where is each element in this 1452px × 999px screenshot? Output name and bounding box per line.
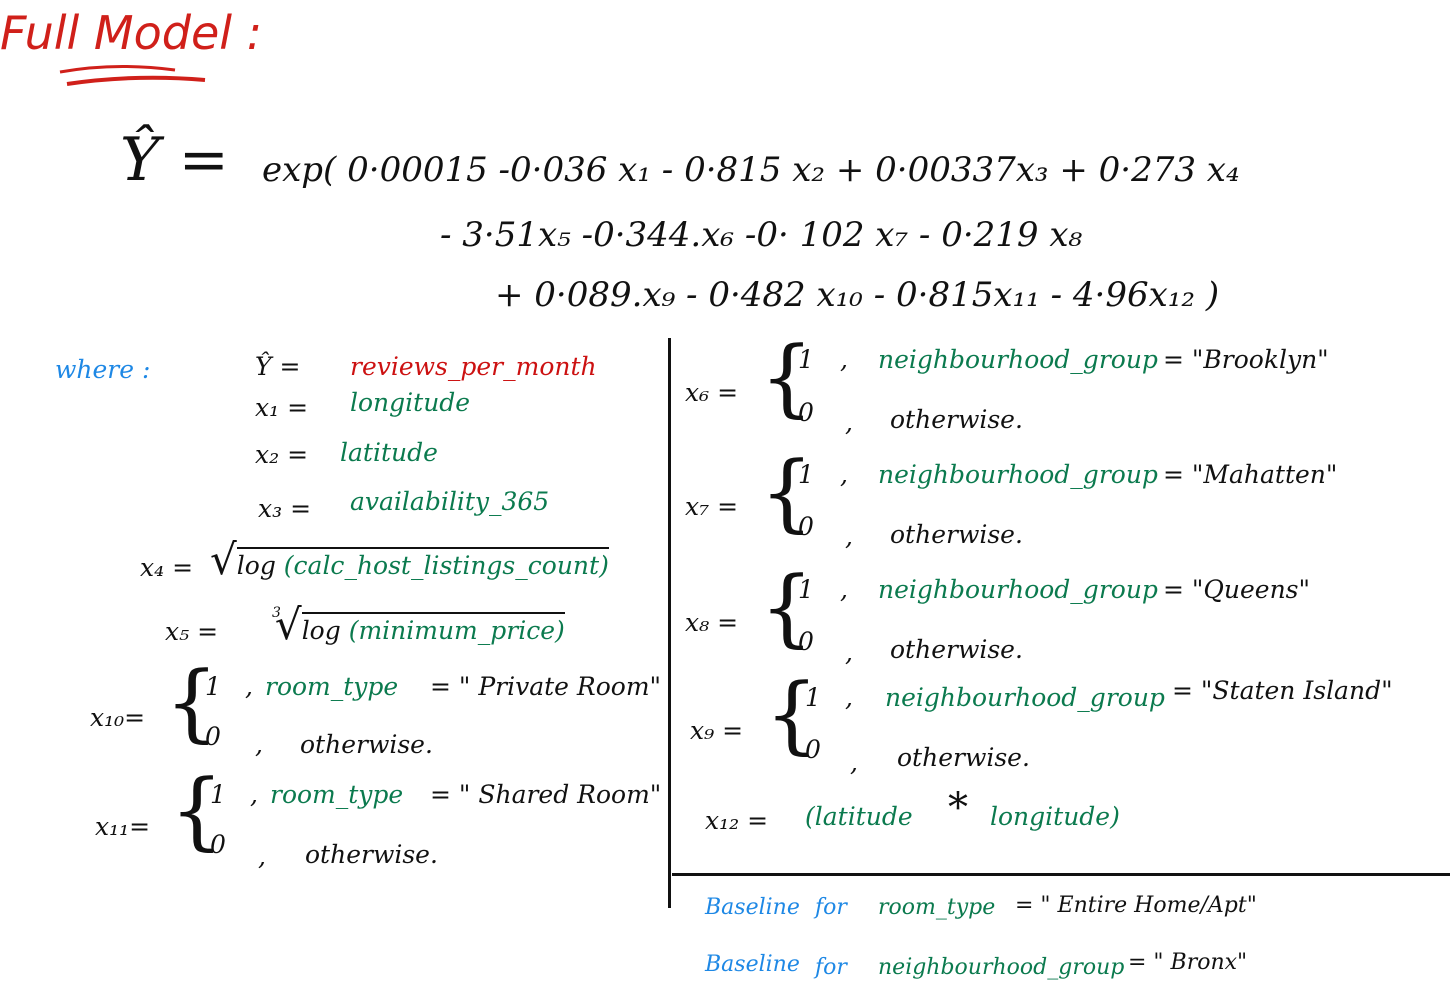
equation-line-2: - 3·51x₅ -0·344.x₆ -0· 102 x₇ - 0·219 x₈ [440, 215, 1083, 255]
baseline-1-label: Baseline [705, 895, 800, 920]
brace-icon: { [165, 653, 219, 751]
case-x8-val: = "Queens" [1163, 575, 1311, 604]
def-x4-fn: log [236, 551, 276, 580]
case-x10-otherwise: otherwise. [300, 730, 433, 759]
baseline-1-for: for [815, 895, 847, 920]
baseline-2-var: neighbourhood_group [878, 955, 1125, 980]
case-x6-one: 1 [798, 345, 814, 374]
case-x9-val: = "Staten Island" [1172, 676, 1393, 705]
case-x11-val: = " Shared Room" [430, 780, 662, 809]
def-x3-lhs: x₃ = [258, 494, 312, 523]
equation-lhs: Ŷ = [120, 125, 229, 195]
equation-line-1: exp( 0·00015 -0·036 x₁ - 0·815 x₂ + 0·00… [262, 150, 1240, 190]
def-x5-arg: (minimum_price) [348, 616, 565, 645]
baseline-2-label: Baseline [705, 952, 800, 977]
case-x8-var: neighbourhood_group [878, 575, 1158, 604]
case-x9-zero: 0 [805, 735, 821, 764]
brace-icon: { [760, 328, 814, 426]
brace-icon: { [170, 761, 224, 859]
case-x8-one: 1 [798, 575, 814, 604]
case-x6-otherwise: otherwise. [890, 405, 1023, 434]
def-x5-fn: log [301, 616, 341, 645]
def-x4-arg: (calc_host_listings_count) [283, 551, 609, 580]
def-x3-rhs: availability_365 [350, 487, 550, 516]
case-x7-var: neighbourhood_group [878, 460, 1158, 489]
case-x11-var: room_type [270, 780, 404, 809]
case-x7-val: = "Mahatten" [1163, 460, 1338, 489]
case-x11-otherwise: otherwise. [305, 840, 438, 869]
brace-icon: { [760, 443, 814, 541]
case-x8-lhs: x₈ = [685, 608, 739, 637]
equation-line-3: + 0·089.x₉ - 0·482 x₁₀ - 0·815x₁₁ - 4·96… [495, 275, 1220, 315]
def-x2-rhs: latitude [340, 438, 438, 467]
baseline-1-var: room_type [878, 895, 996, 920]
def-yhat-rhs: reviews_per_month [350, 352, 597, 381]
case-x10-val: = " Private Room" [430, 672, 662, 701]
case-x11-one: 1 [210, 780, 226, 809]
case-x8-comma2: , [845, 638, 853, 667]
case-x7-zero: 0 [798, 512, 814, 541]
case-x8-zero: 0 [798, 627, 814, 656]
case-x7-comma: , [840, 460, 848, 489]
case-x9-var: neighbourhood_group [885, 683, 1165, 712]
baseline-1-val: = " Entire Home/Apt" [1015, 893, 1257, 918]
def-x12-lhs: x₁₂ = [705, 806, 769, 835]
case-x9-comma: , [845, 683, 853, 712]
def-x4-lhs: x₄ = [140, 553, 194, 582]
case-x10-var: room_type [265, 672, 399, 701]
def-x5-root: 3√log (minimum_price) [272, 600, 565, 649]
brace-icon: { [765, 665, 819, 763]
case-x10-lhs: x₁₀= [90, 703, 146, 732]
baseline-2-for: for [815, 955, 847, 980]
vertical-divider [668, 338, 671, 908]
case-x10-comma2: , [255, 730, 263, 759]
def-x12-rhs-b: longitude) [990, 802, 1120, 831]
case-x6-var: neighbourhood_group [878, 345, 1158, 374]
def-x12-rhs-a: (latitude [805, 802, 913, 831]
case-x10-comma: , [245, 672, 253, 701]
title-underline [59, 64, 206, 86]
case-x6-lhs: x₆ = [685, 378, 739, 407]
case-x10-one: 1 [205, 672, 221, 701]
case-x6-comma2: , [845, 408, 853, 437]
sqrt-icon: √ [210, 535, 237, 584]
case-x11-lhs: x₁₁= [95, 812, 151, 841]
def-x4-sqrt: √log (calc_host_listings_count) [210, 535, 609, 584]
cube-root-icon: √ [274, 600, 302, 649]
case-x7-comma2: , [845, 522, 853, 551]
case-x8-comma: , [840, 575, 848, 604]
case-x6-zero: 0 [798, 398, 814, 427]
case-x11-comma2: , [258, 842, 266, 871]
case-x7-otherwise: otherwise. [890, 520, 1023, 549]
def-x2-lhs: x₂ = [255, 440, 309, 469]
def-x1-rhs: longitude [350, 388, 471, 417]
horizontal-divider [672, 873, 1450, 876]
def-x5-lhs: x₅ = [165, 617, 219, 646]
where-label: where : [55, 355, 151, 384]
case-x7-one: 1 [798, 460, 814, 489]
case-x11-comma: , [250, 780, 258, 809]
root-index: 3 [272, 605, 281, 621]
page-title: Full Model : [0, 6, 263, 60]
case-x10-zero: 0 [205, 722, 221, 751]
case-x9-one: 1 [805, 683, 821, 712]
case-x6-val: = "Brooklyn" [1163, 345, 1329, 374]
brace-icon: { [760, 558, 814, 656]
def-x12-op: * [948, 785, 968, 831]
case-x11-zero: 0 [210, 830, 226, 859]
def-x1-lhs: x₁ = [255, 393, 309, 422]
case-x9-comma2: , [850, 748, 858, 777]
case-x8-otherwise: otherwise. [890, 635, 1023, 664]
baseline-2-val: = " Bronx" [1128, 950, 1248, 975]
case-x9-otherwise: otherwise. [897, 743, 1030, 772]
case-x6-comma: , [840, 345, 848, 374]
case-x7-lhs: x₇ = [685, 492, 739, 521]
case-x9-lhs: x₉ = [690, 716, 744, 745]
def-yhat-lhs: Ŷ = [255, 352, 301, 381]
